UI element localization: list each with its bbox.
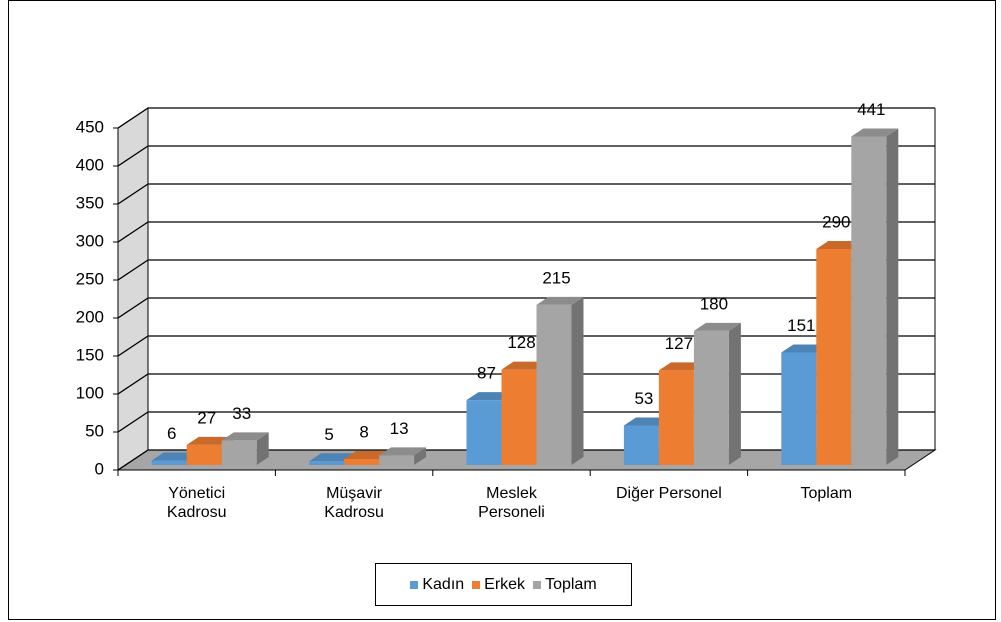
value-label: 151 xyxy=(787,316,815,335)
bar-front xyxy=(151,460,187,465)
legend-label: Erkek xyxy=(484,575,526,593)
value-label: 53 xyxy=(634,389,653,408)
grid-line xyxy=(117,221,935,243)
bar-top xyxy=(536,296,584,305)
grid-line xyxy=(117,183,935,205)
bar-top xyxy=(221,432,269,441)
bar xyxy=(536,296,584,465)
value-label: 180 xyxy=(700,294,728,313)
value-label: 13 xyxy=(390,419,409,438)
y-tick-label: 400 xyxy=(76,155,104,174)
x-tick-label: Toplam xyxy=(800,485,853,502)
grid-line xyxy=(117,145,935,167)
bar-front xyxy=(466,400,502,465)
bar-side xyxy=(414,447,427,465)
bar xyxy=(221,432,269,465)
bar-top xyxy=(379,447,427,456)
value-label: 5 xyxy=(324,425,333,444)
y-tick-label: 50 xyxy=(85,421,104,440)
bar-side xyxy=(728,322,741,465)
grid-line xyxy=(117,335,935,357)
value-label: 87 xyxy=(477,364,496,383)
bar-top xyxy=(693,322,741,331)
y-tick-label: 250 xyxy=(76,269,104,288)
y-tick-label: 200 xyxy=(76,307,104,326)
bar-front xyxy=(344,459,380,465)
bar xyxy=(851,128,899,465)
bar-top xyxy=(851,128,899,137)
bar-front xyxy=(816,248,852,465)
legend-swatch xyxy=(472,580,481,589)
bar-side xyxy=(256,432,269,465)
bar-front xyxy=(379,455,415,465)
value-label: 8 xyxy=(359,423,368,442)
value-label: 215 xyxy=(542,268,570,287)
grid-line xyxy=(117,107,935,129)
legend-item: Toplam xyxy=(533,576,597,594)
value-label: 128 xyxy=(507,333,535,352)
legend-item: Erkek xyxy=(472,576,525,594)
bar-front xyxy=(658,370,694,465)
value-label: 441 xyxy=(857,100,885,119)
bar-front xyxy=(186,444,222,465)
value-label: 6 xyxy=(167,424,176,443)
x-tick-label: Diğer Personel xyxy=(615,485,722,502)
y-tick-label: 450 xyxy=(76,117,104,136)
legend-swatch xyxy=(533,580,542,589)
legend-label: Toplam xyxy=(545,575,597,593)
bar-front xyxy=(536,304,572,465)
legend: Kadın Erkek Toplam xyxy=(375,563,632,606)
y-tick-label: 0 xyxy=(95,459,104,478)
value-label: 27 xyxy=(197,408,216,427)
bar-front xyxy=(851,136,887,465)
bar-front xyxy=(693,330,729,465)
bar-front xyxy=(221,440,257,465)
grid-line xyxy=(117,297,935,319)
value-label: 127 xyxy=(665,334,693,353)
y-tick-label: 350 xyxy=(76,193,104,212)
y-tick-label: 150 xyxy=(76,345,104,364)
x-tick-label: Meslek Personeli xyxy=(478,485,545,521)
value-label: 33 xyxy=(232,404,251,423)
legend-item: Kadın xyxy=(410,576,464,594)
x-tick-label: Müşavir Kadrosu xyxy=(324,485,384,521)
y-tick-label: 300 xyxy=(76,231,104,250)
legend-label: Kadın xyxy=(422,575,465,593)
x-tick-label: Yönetici Kadrosu xyxy=(166,485,227,521)
bar-front xyxy=(781,352,817,465)
bar xyxy=(693,322,741,465)
bar xyxy=(379,447,427,465)
grid-line xyxy=(117,259,935,281)
chart-border xyxy=(8,0,996,620)
bar-front xyxy=(501,369,537,465)
y-tick-label: 100 xyxy=(76,383,104,402)
bar-side xyxy=(571,296,584,465)
bar-front xyxy=(623,425,659,465)
bar-front xyxy=(309,461,345,465)
legend-swatch xyxy=(410,580,419,589)
value-label: 290 xyxy=(822,212,850,231)
bar-side xyxy=(886,128,899,465)
